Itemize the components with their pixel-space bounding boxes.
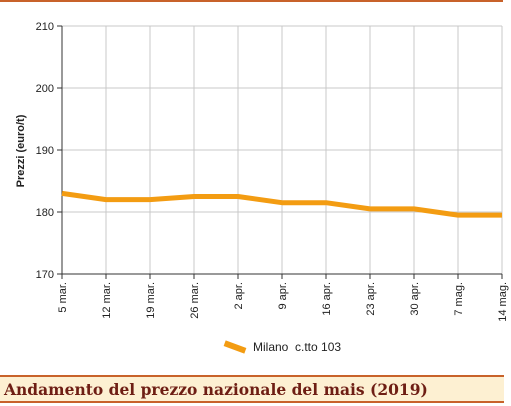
y-axis-title: Prezzi (euro/t) — [15, 114, 27, 187]
x-tick-label: 7 mag. — [453, 282, 465, 316]
x-tick-label: 26 mar. — [189, 282, 201, 319]
x-tick-label: 19 mar. — [145, 282, 157, 319]
grid-layer — [61, 25, 503, 275]
caption-text: Andamento del prezzo nazionale del mais … — [4, 379, 428, 399]
y-tick-label: 170 — [36, 269, 54, 281]
series-layer — [61, 190, 503, 218]
legend: Milano c.tto 103 — [223, 340, 342, 354]
top-accent-rule — [0, 0, 503, 2]
line-chart: 170 180 190 200 210 5 mar. 12 mar. 19 mar. 26 ma… — [15, 21, 509, 322]
x-tick-label: 30 apr. — [409, 282, 421, 316]
x-tick-label: 14 mag. — [497, 282, 509, 322]
label-layer: 170 180 190 200 210 5 mar. 12 mar. 19 mar. 26 ma… — [36, 21, 509, 322]
y-tick-label: 210 — [36, 21, 54, 33]
y-tick-label: 190 — [36, 145, 54, 157]
legend-label-milano: Milano c.tto 103 — [253, 340, 342, 354]
y-tick-label: 200 — [36, 83, 54, 95]
axis-layer — [57, 25, 503, 279]
legend-swatch-milano — [223, 340, 247, 354]
chart-caption: Andamento del prezzo nazionale del mais … — [0, 375, 504, 403]
x-tick-label: 2 apr. — [233, 282, 245, 310]
x-tick-label: 12 mar. — [101, 282, 113, 319]
x-tick-label: 5 mar. — [57, 282, 69, 313]
x-tick-label: 9 apr. — [277, 282, 289, 310]
x-tick-label: 23 apr. — [365, 282, 377, 316]
x-tick-label: 16 apr. — [321, 282, 333, 316]
y-tick-label: 180 — [36, 207, 54, 219]
